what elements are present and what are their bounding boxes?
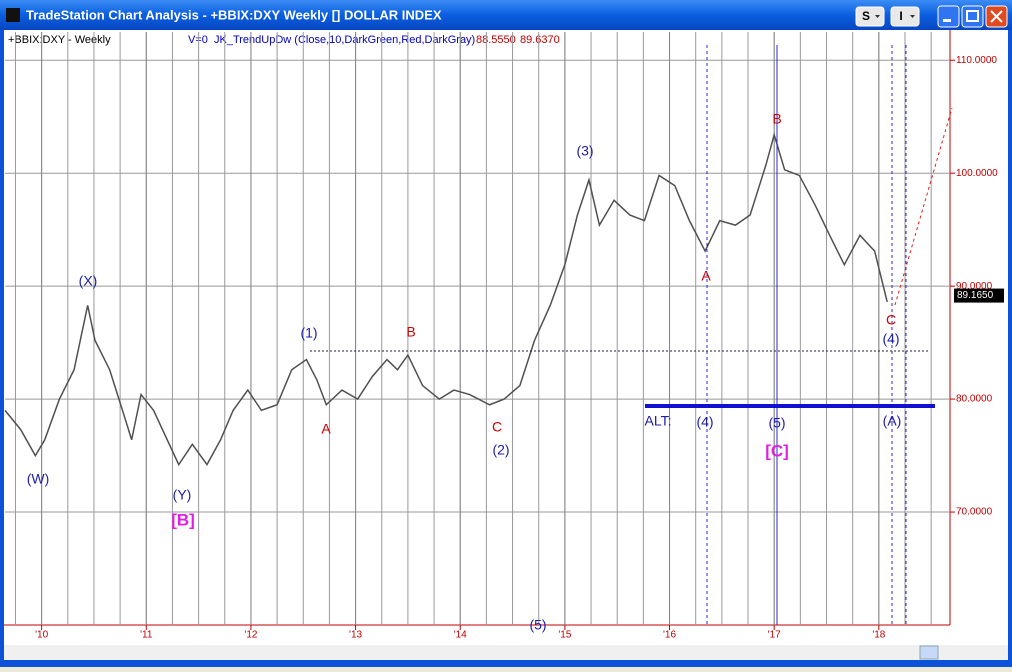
wave-label: [C] [765,441,789,460]
wave-label: A [321,421,331,437]
minimize-button[interactable] [937,5,960,28]
x-tick-label: '12 [244,630,257,641]
indicator-value: 88.5550 [476,34,516,46]
wave-label: A [701,268,711,284]
trend-projection [894,107,953,306]
s-button-label: S [862,9,870,23]
s-button[interactable]: S [855,6,885,27]
x-tick-label: '15 [558,630,571,641]
price-line [4,132,888,467]
symbol-label: +BBIX:DXY - Weekly [8,34,111,46]
app-icon [6,8,20,22]
wave-label: (4) [696,414,713,430]
y-tick-label: 70.0000 [956,507,993,518]
y-tick-label: 110.0000 [956,55,997,66]
y-tick-label: 100.0000 [956,168,998,179]
wave-label: C [886,312,896,328]
wave-label: B [772,111,781,127]
x-tick-label: '11 [140,630,153,641]
scroll-thumb[interactable] [919,645,939,660]
x-tick-label: '17 [768,630,781,641]
wave-label: (W) [27,471,50,487]
y-tick-label: 80.0000 [956,394,993,405]
close-button[interactable] [985,5,1008,28]
wave-label: (X) [79,273,98,289]
last-price-box [954,288,1004,303]
wave-label: (4) [882,331,899,347]
wave-label: (2) [492,442,509,458]
wave-label: [B] [171,510,195,529]
wave-label: (5) [768,415,785,431]
wave-label: (3) [576,143,593,159]
chart-area [4,30,1008,660]
wave-label: (Y) [173,487,192,503]
wave-label: (A) [883,413,902,429]
window-title: TradeStation Chart Analysis - +BBIX:DXY … [26,7,442,22]
y-tick-label: 90.0000 [956,281,993,292]
i-button-label: I [899,9,902,23]
wave-label: C [492,419,502,435]
i-button[interactable]: I [890,6,920,27]
annotations: (W) (X) (Y) [B] (1) A B C (2) (3) A B (4… [27,111,902,633]
indicator-value: 89.6370 [520,34,560,46]
x-tick-label: '18 [872,630,885,641]
wave-label: (1) [300,325,317,341]
wave-label: (5) [529,617,546,633]
last-price-label: 89.1650 [957,290,994,301]
x-tick-label: '10 [35,630,48,641]
wave-label: ALT: [645,413,672,429]
indicator-label: V=0 JK_TrendUpDw (Close,10,DarkGreen,Red… [188,34,475,46]
x-tick-label: '14 [454,630,467,641]
x-tick-label: '16 [663,630,676,641]
title-bar [0,0,1012,30]
x-tick-label: '13 [349,630,362,641]
maximize-button[interactable] [961,5,984,28]
wave-label: B [406,324,415,340]
scrollbar[interactable] [4,645,1008,660]
